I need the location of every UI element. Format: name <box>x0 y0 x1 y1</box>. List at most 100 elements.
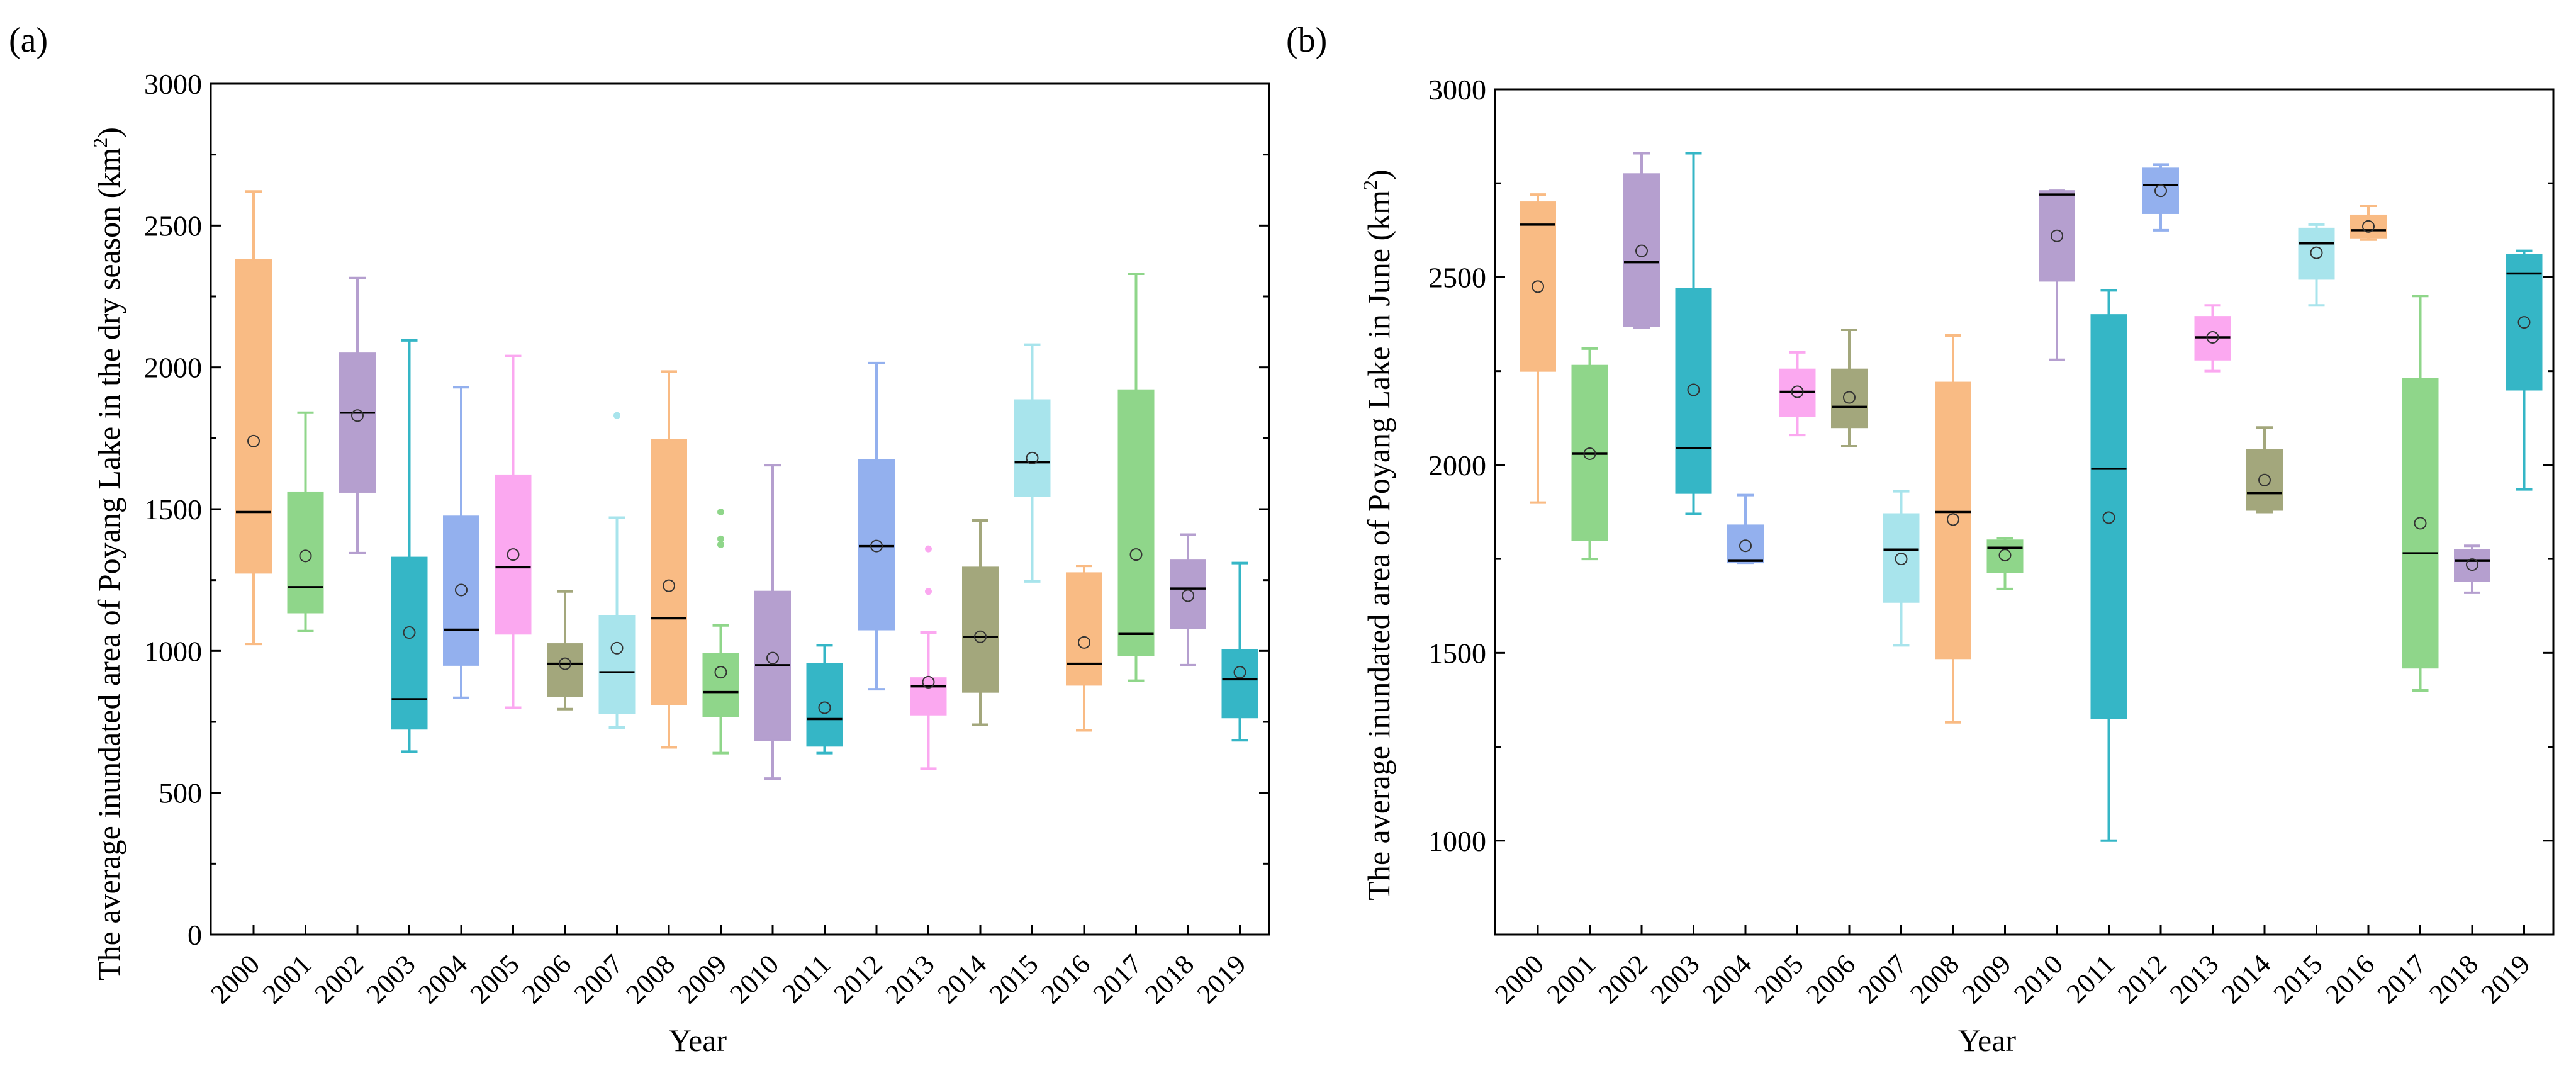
panel-b-ylabel-close: ) <box>1361 169 1396 180</box>
panel-b-xtick-label: 2013 <box>2164 948 2225 1009</box>
panel-b-xtick-label: 2017 <box>2372 948 2433 1009</box>
panel-a-ytick-label: 2500 <box>144 210 202 242</box>
panel-b-xtick-label: 2008 <box>1904 948 1965 1009</box>
panel-a-mean-marker <box>818 701 831 714</box>
panel-b-xtick-label: 2011 <box>2061 948 2121 1009</box>
panel-b-box <box>1675 288 1712 494</box>
panel-a-mean-marker <box>1026 451 1039 464</box>
panel-b-box <box>1883 513 1920 603</box>
panel-b-box <box>2090 314 2127 719</box>
panel-a-box <box>598 615 636 714</box>
panel-b-box <box>1623 173 1660 327</box>
panel-b-mean-marker <box>2154 184 2167 198</box>
panel-b-mean-marker <box>1895 553 1908 566</box>
panel-b-mean-marker <box>1843 391 1856 404</box>
panel-a-ytick-label: 0 <box>188 919 202 951</box>
panel-a-outlier-point <box>717 509 724 516</box>
panel-b-mean-marker <box>2258 473 2271 486</box>
panel-a-xtick-label: 2000 <box>204 948 266 1009</box>
panel-b-box <box>1986 539 2024 573</box>
panel-a-ylabel: The average inundated area of Poyang Lak… <box>89 127 126 981</box>
panel-a-plot-area: 0500100015002000250030002000200120022003… <box>144 68 1269 1009</box>
panel-b-xtick-label: 2018 <box>2423 948 2484 1009</box>
panel-b-box <box>2142 167 2179 214</box>
panel-b-mean-marker <box>2414 517 2427 530</box>
panel-a-outlier-point <box>717 541 724 548</box>
panel-a-xtick-label: 2004 <box>412 948 473 1009</box>
panel-b-ylabel-text: The average inundated area of Poyang Lak… <box>1361 190 1396 901</box>
panel-a-box <box>1170 559 1206 629</box>
panel-b-box <box>2506 254 2543 391</box>
panel-a-xtick-label: 2013 <box>880 948 941 1009</box>
panel-b-mean-marker <box>1687 383 1700 396</box>
panel-b-mean-marker <box>2051 229 2063 242</box>
panel-a-xtick-label: 2002 <box>308 948 369 1009</box>
panel-b-box <box>1727 524 1764 564</box>
panel-b-mean-marker <box>1947 513 1959 526</box>
panel-a-mean-marker <box>351 409 364 422</box>
panel-a-mean-marker <box>455 583 468 597</box>
panel-a-box <box>806 663 843 747</box>
panel-b-box <box>1520 201 1556 372</box>
panel-a-xtick-label: 2009 <box>672 948 733 1009</box>
panel-a: (a) The average inundated area of Poyang… <box>9 21 1270 1058</box>
panel-a-xtick-label: 2008 <box>620 948 681 1009</box>
panel-b-mean-marker <box>2362 220 2375 233</box>
panel-a-xtick-label: 2005 <box>464 948 525 1009</box>
panel-a-outlier-point <box>613 412 620 419</box>
panel-a-box <box>495 474 532 635</box>
panel-a-mean-marker <box>766 651 779 665</box>
panel-b-xtick-label: 2012 <box>2112 948 2173 1009</box>
panel-b-mean-marker <box>1998 549 2012 562</box>
panel-a-box <box>235 259 272 574</box>
panel-a-xtick-label: 2012 <box>827 948 888 1009</box>
panel-a-label: (a) <box>9 21 48 60</box>
panel-a-box <box>547 643 583 697</box>
panel-a-mean-marker <box>299 549 312 563</box>
panel-b-xtick-label: 2014 <box>2215 948 2276 1009</box>
panel-a-box <box>391 556 428 730</box>
panel-b-ytick-label: 2000 <box>1428 449 1486 481</box>
panel-b-box <box>2246 449 2283 511</box>
panel-a-mean-marker <box>507 548 520 561</box>
panel-a-box <box>287 491 324 614</box>
panel-a-box <box>858 459 895 631</box>
panel-a-mean-marker <box>974 630 987 643</box>
panel-b-xlabel: Year <box>1958 1023 2016 1058</box>
panel-a-xtick-label: 2010 <box>724 948 785 1009</box>
panel-b-mean-marker <box>2206 330 2219 344</box>
panel-a-ytick-label: 500 <box>159 777 202 809</box>
panel-b-xtick-label: 2005 <box>1749 948 1810 1009</box>
panel-a-mean-marker <box>559 657 571 670</box>
panel-a-ylabel-close: ) <box>91 127 126 138</box>
panel-b-box <box>2350 214 2387 239</box>
panel-a-ytick-label: 2000 <box>144 352 202 384</box>
panel-a-mean-marker <box>663 579 675 592</box>
panel-a-xtick-label: 2015 <box>983 948 1044 1009</box>
panel-b-ytick-label: 1500 <box>1428 637 1486 669</box>
panel-a-box <box>443 515 479 666</box>
panel-b-xtick-label: 2016 <box>2319 948 2380 1009</box>
panel-a-mean-marker <box>922 675 935 689</box>
panel-a-xtick-label: 2018 <box>1139 948 1200 1009</box>
panel-b-box <box>1935 381 1971 660</box>
panel-b-ylabel-sup: 2 <box>1358 180 1381 190</box>
panel-a-xtick-label: 2006 <box>516 948 577 1009</box>
panel-a-xtick-label: 2007 <box>568 948 629 1009</box>
panel-b-xtick-label: 2010 <box>2008 948 2069 1009</box>
panel-a-mean-marker <box>1078 636 1090 649</box>
panel-a-xtick-label: 2011 <box>776 948 837 1009</box>
panel-b-xtick-label: 2009 <box>1956 948 2017 1009</box>
panel-a-ytick-label: 1000 <box>144 635 202 667</box>
panel-a-ylabel-text: The average inundated area of Poyang Lak… <box>91 148 126 981</box>
panel-b-xtick-label: 2015 <box>2268 948 2329 1009</box>
panel-b-mean-marker <box>2466 558 2478 571</box>
panel-b-label: (b) <box>1286 21 1327 60</box>
panel-a-mean-marker <box>714 666 727 679</box>
panel-b-mean-marker <box>1635 244 1648 257</box>
panel-a-mean-marker <box>870 539 883 553</box>
panel-b-xtick-label: 2003 <box>1645 948 1706 1009</box>
panel-a-box <box>962 566 999 693</box>
panel-b-ytick-label: 1000 <box>1428 825 1486 857</box>
panel-b-mean-marker <box>2517 316 2531 329</box>
